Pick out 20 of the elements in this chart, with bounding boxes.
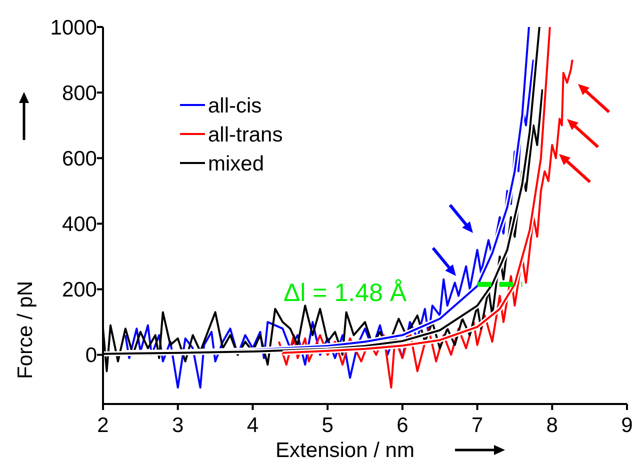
y-tick-label: 600 — [62, 147, 97, 170]
x-tick-label: 2 — [97, 414, 109, 437]
x-tick-label: 6 — [396, 414, 408, 437]
legend-label: all-cis — [208, 94, 262, 118]
annotation: Δl = 1.48 Å — [283, 278, 407, 307]
y-tick-label: 400 — [62, 213, 97, 236]
y-axis-title: Force / pN — [14, 280, 37, 380]
y-tick-label: 0 — [85, 344, 97, 368]
x-tick-label: 3 — [172, 414, 184, 437]
y-tick-label: 200 — [62, 278, 97, 302]
x-tick-label: 5 — [322, 414, 334, 437]
legend-label: all-trans — [208, 123, 283, 146]
y-tick-label: 800 — [62, 82, 97, 105]
legend-label: mixed — [208, 152, 264, 176]
x-tick-label: 7 — [471, 414, 484, 437]
x-axis-title: Extension / nm — [276, 439, 414, 462]
x-tick-label: 8 — [546, 414, 558, 437]
x-tick-label: 4 — [246, 414, 259, 437]
y-tick-label: 1000 — [50, 16, 97, 40]
x-tick-label: 9 — [621, 414, 633, 437]
